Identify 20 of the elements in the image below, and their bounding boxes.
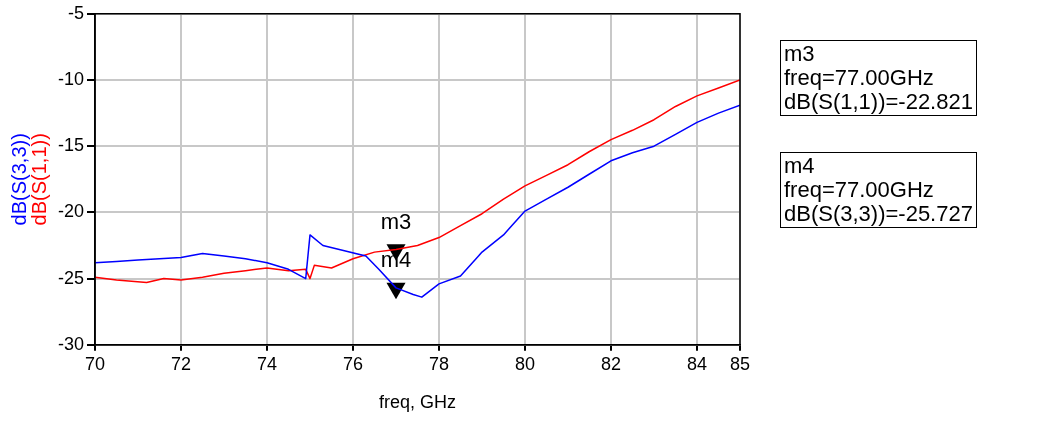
x-axis-title: freq, GHz [378,392,457,413]
x-tick-label: 80 [514,353,536,374]
text: dB(S(3,3)) [7,133,30,226]
x-tick-label: 85 [729,353,751,374]
annotation: m3 [380,208,412,234]
x-tick-label: 72 [171,353,192,374]
y-tick-label: -15 [58,135,85,156]
x-tick-label: 70 [85,353,106,374]
y-tick-label: -30 [58,333,85,354]
x-tick-label: 74 [257,353,278,374]
x-tick-label: 76 [342,353,364,374]
y-tick-label: -25 [58,267,85,288]
y-tick-label: -5 [68,2,85,23]
y-tick-label: -10 [58,68,85,89]
x-tick-label: 78 [428,353,450,374]
x-tick-label: 82 [600,353,622,374]
x-tick-label: 84 [686,353,708,374]
y-tick-label: -20 [58,201,85,222]
text: m3 freq=77.00GHz dB(S(1,1))=-22.821 [780,40,977,116]
text: m4 freq=77.00GHz dB(S(3,3))=-25.727 [780,152,977,228]
